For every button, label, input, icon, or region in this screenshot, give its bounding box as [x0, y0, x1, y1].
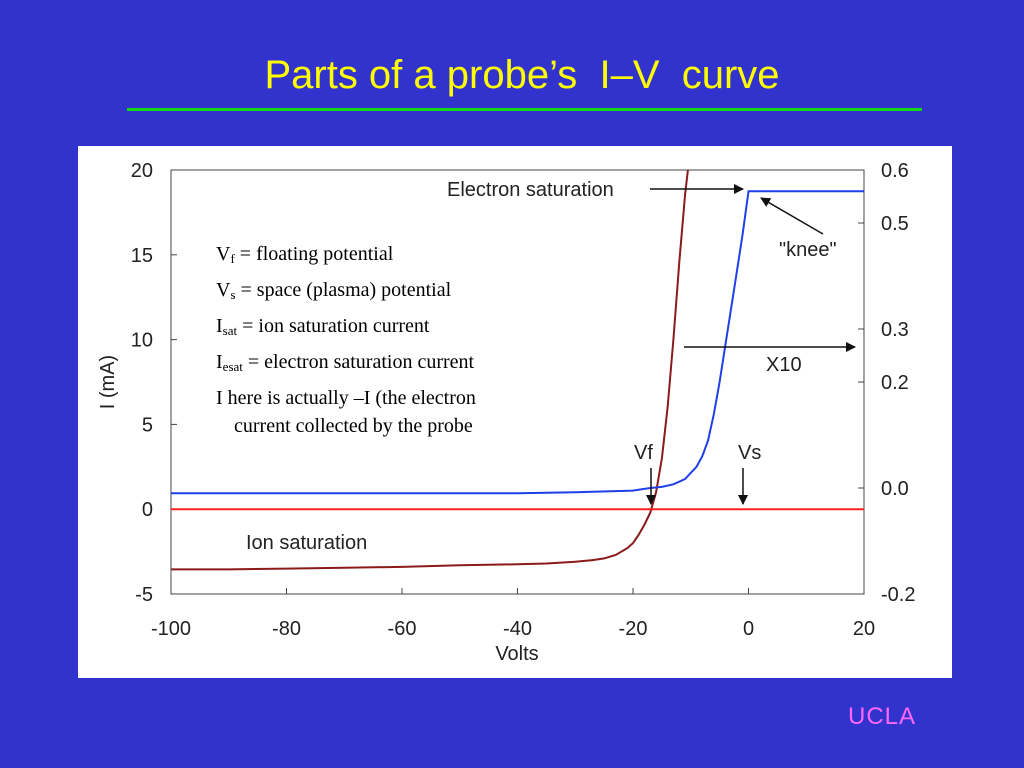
knee-arrow — [760, 197, 824, 235]
y-tick-label: 5 — [142, 414, 153, 436]
y-tick-label: 0 — [142, 499, 153, 521]
y-axis-label: I (mA) — [97, 355, 119, 409]
x-tick-label: -100 — [151, 618, 191, 640]
definition-line: Vs = space (plasma) potential — [216, 272, 476, 308]
definition-subscript: f — [230, 251, 235, 266]
y2-tick-label: 0.0 — [881, 478, 909, 500]
title-underline — [127, 108, 922, 111]
x-tick-label: 20 — [853, 618, 875, 640]
definition-line: Iesat = electron saturation current — [216, 344, 476, 380]
definition-line: Vf = floating potential — [216, 236, 476, 272]
definition-symbol: V — [216, 243, 231, 265]
definition-subscript: esat — [222, 359, 243, 374]
definition-text: = ion saturation current — [237, 315, 430, 337]
definition-symbol: I — [216, 351, 223, 373]
ion-saturation-label: Ion saturation — [246, 532, 367, 554]
iv-curve-line — [171, 170, 689, 571]
y2-tick-label: 0.2 — [881, 372, 909, 394]
x-tick-label: -20 — [619, 618, 648, 640]
iv-curve-figure: -100 -80 -60 -40 -20 0 20 -5 0 5 10 15 20 -0.2 0.0 0.2 0… — [78, 146, 952, 678]
electron-saturation-label: Electron saturation — [447, 179, 614, 201]
definition-line: I here is actually –I (the electron — [216, 380, 476, 416]
slide-title: Parts of a probe’s I–V curve — [264, 53, 780, 97]
vf-label: Vf — [634, 442, 653, 464]
definition-symbol: current collected by the probe — [234, 415, 473, 437]
y-tick-label: 10 — [131, 330, 153, 352]
y-tick-label: 20 — [131, 160, 153, 182]
definition-subscript: sat — [222, 323, 238, 338]
y-tick-label: -5 — [135, 584, 153, 606]
ucla-footer-logo: UCLA — [848, 703, 917, 730]
series-lines — [171, 170, 864, 571]
x-axis-label: Volts — [495, 643, 538, 665]
annotations: Electron saturation "knee" X10 Vf Vs Ion… — [246, 179, 856, 554]
x10-label: X10 — [766, 354, 802, 376]
y2-tick-label: 0.3 — [881, 319, 909, 341]
definition-symbol: I — [216, 315, 223, 337]
x-tick-label: -40 — [503, 618, 532, 640]
definition-symbol: I here is actually –I (the electron — [216, 387, 476, 409]
axis-ticks: -100 -80 -60 -40 -20 0 20 -5 0 5 10 15 20 -0.2 0.0 0.2 0… — [131, 160, 916, 640]
definition-line: current collected by the probe — [216, 411, 476, 447]
iv-chart: -100 -80 -60 -40 -20 0 20 -5 0 5 10 15 20 -0.2 0.0 0.2 0… — [97, 160, 916, 665]
x-tick-label: -60 — [388, 618, 417, 640]
knee-label: "knee" — [779, 239, 837, 261]
definition-text: = floating potential — [234, 243, 394, 265]
definition-symbol: V — [216, 279, 231, 301]
definition-text: = space (plasma) potential — [235, 279, 452, 301]
x-tick-label: -80 — [272, 618, 301, 640]
vs-label: Vs — [738, 442, 761, 464]
definitions-list: Vf = floating potential Vs = space (plasm… — [216, 236, 476, 447]
y2-tick-label: -0.2 — [881, 584, 915, 606]
y-tick-label: 15 — [131, 245, 153, 267]
y2-tick-label: 0.6 — [881, 160, 909, 182]
definition-text: = electron saturation current — [242, 351, 475, 373]
y2-tick-label: 0.5 — [881, 213, 909, 235]
x-tick-label: 0 — [743, 618, 754, 640]
x10-curve-line — [171, 190, 864, 495]
definition-line: Isat = ion saturation current — [216, 308, 476, 344]
definition-subscript: s — [230, 287, 236, 302]
